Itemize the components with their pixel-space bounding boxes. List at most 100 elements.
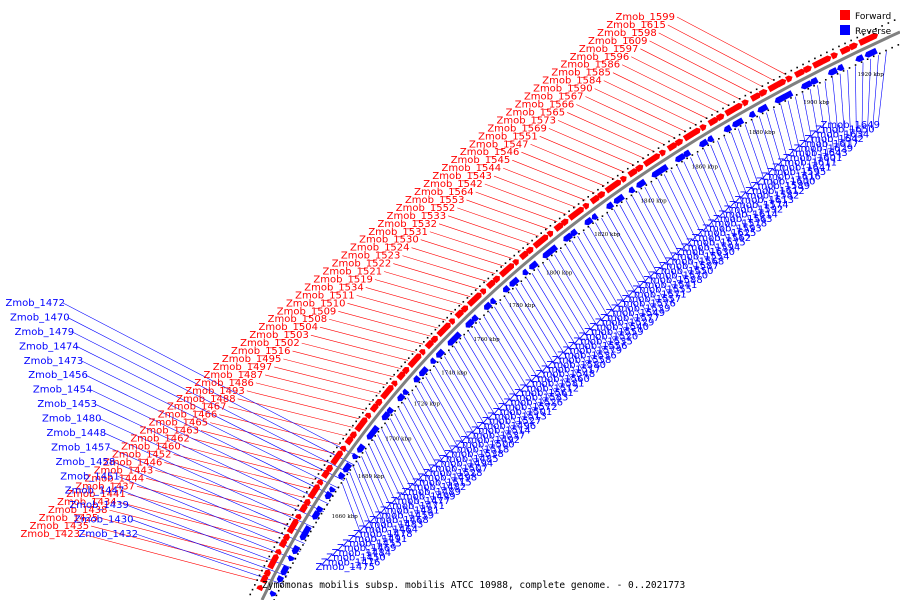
feature-tick bbox=[309, 530, 312, 533]
feature-tick bbox=[467, 329, 469, 332]
reverse-gene-feature bbox=[386, 406, 395, 414]
reverse-gene-label: Zmob_1489 bbox=[401, 487, 461, 498]
reverse-leader-line bbox=[758, 116, 787, 206]
forward-leader-line bbox=[274, 366, 380, 394]
reverse-leader-line bbox=[71, 331, 350, 474]
reverse-leader-line bbox=[730, 132, 766, 224]
reverse-leader-line bbox=[802, 92, 820, 177]
reverse-gene-feature bbox=[699, 138, 709, 148]
reverse-gene-label: Zmob_1527 bbox=[482, 416, 542, 427]
forward-gene-label: Zmob_1586 bbox=[561, 60, 621, 71]
feature-tick bbox=[881, 25, 883, 27]
forward-leader-line bbox=[356, 295, 447, 321]
feature-tick bbox=[251, 588, 254, 591]
reverse-leader-line bbox=[108, 447, 310, 536]
reverse-gene-feature bbox=[509, 276, 520, 287]
forward-gene-feature bbox=[574, 206, 584, 216]
forward-gene-feature bbox=[582, 202, 590, 210]
forward-leader-line bbox=[448, 215, 531, 244]
feature-tick bbox=[389, 378, 392, 380]
forward-gene-feature bbox=[732, 102, 743, 112]
feature-tick bbox=[668, 140, 670, 143]
reverse-leader-line bbox=[638, 191, 691, 290]
scale-tick-label: 1740 kbp bbox=[441, 371, 468, 377]
scale-tick-label: 1820 kbp bbox=[594, 232, 621, 238]
feature-tick bbox=[364, 447, 367, 450]
reverse-leader-line bbox=[402, 402, 454, 497]
feature-tick bbox=[868, 30, 871, 33]
forward-leader-line bbox=[255, 382, 367, 411]
forward-gene-feature bbox=[454, 309, 464, 319]
reverse-leader-line bbox=[103, 432, 315, 528]
reverse-leader-line bbox=[478, 321, 540, 422]
forward-leader-line bbox=[338, 311, 431, 337]
reverse-gene-label: Zmob_1528 bbox=[423, 468, 483, 479]
reverse-leader-line bbox=[499, 301, 562, 403]
reverse-gene-feature bbox=[352, 452, 359, 460]
forward-leader-line bbox=[191, 438, 322, 472]
reverse-leader-line bbox=[559, 249, 621, 351]
reverse-leader-line bbox=[696, 153, 739, 248]
feature-tick bbox=[694, 123, 697, 126]
feature-tick bbox=[635, 191, 638, 193]
reverse-leader-line bbox=[625, 200, 680, 300]
feature-tick bbox=[422, 377, 424, 380]
feature-tick bbox=[379, 390, 381, 393]
forward-leader-line bbox=[182, 446, 316, 481]
reverse-gene-label: Zmob_1580 bbox=[546, 360, 606, 371]
feature-tick bbox=[331, 495, 334, 497]
reverse-gene-label: Zmob_1479 bbox=[15, 327, 75, 338]
forward-leader-line bbox=[200, 430, 328, 463]
feature-tick bbox=[339, 442, 341, 444]
feature-tick bbox=[451, 345, 454, 348]
feature-tick bbox=[396, 369, 399, 372]
feature-tick bbox=[756, 115, 758, 118]
feature-tick bbox=[294, 509, 297, 511]
reverse-leader-line bbox=[690, 157, 734, 253]
reverse-gene-label: Zmob_1556 bbox=[568, 341, 628, 352]
forward-gene-label: Zmob_1463 bbox=[139, 426, 199, 437]
forward-gene-feature bbox=[758, 89, 768, 97]
forward-gene-label: Zmob_1488 bbox=[176, 394, 236, 405]
feature-tick bbox=[426, 336, 429, 339]
forward-gene-feature bbox=[821, 55, 832, 64]
reverse-gene-feature bbox=[276, 575, 285, 583]
reverse-leader-line bbox=[877, 51, 887, 126]
forward-leader-line bbox=[631, 56, 730, 107]
forward-leader-line bbox=[136, 485, 289, 526]
reverse-leader-line bbox=[85, 374, 334, 497]
feature-tick bbox=[499, 299, 502, 301]
feature-tick bbox=[582, 229, 585, 232]
feature-tick bbox=[814, 57, 816, 60]
forward-gene-label: Zmob_1552 bbox=[396, 203, 456, 214]
feature-tick bbox=[587, 225, 590, 228]
reverse-gene-feature bbox=[435, 348, 446, 358]
forward-gene-label: Zmob_1495 bbox=[222, 354, 282, 365]
forward-gene-feature bbox=[344, 436, 354, 446]
feature-tick bbox=[542, 261, 544, 264]
reverse-leader-line bbox=[494, 306, 556, 408]
reverse-gene-label: Zmob_1496 bbox=[477, 421, 537, 432]
reverse-leader-line bbox=[483, 316, 546, 417]
forward-gene-feature bbox=[776, 78, 787, 88]
feature-tick bbox=[587, 196, 590, 198]
reverse-gene-feature bbox=[413, 375, 421, 383]
feature-tick bbox=[546, 258, 549, 260]
feature-tick bbox=[696, 150, 699, 153]
feature-tick bbox=[500, 266, 502, 268]
reverse-leader-line bbox=[67, 317, 355, 466]
reverse-gene-label: Zmob_1468 bbox=[369, 515, 429, 526]
forward-gene-label: Zmob_1599 bbox=[615, 12, 675, 23]
feature-tick bbox=[790, 69, 793, 72]
reverse-leader-line bbox=[122, 490, 297, 561]
feature-tick bbox=[268, 555, 271, 558]
reverse-gene-feature bbox=[757, 103, 769, 113]
feature-tick bbox=[819, 81, 821, 84]
reverse-leader-line bbox=[381, 429, 427, 521]
reverse-gene-label: Zmob_1450 bbox=[326, 553, 386, 564]
forward-gene-feature bbox=[642, 156, 655, 168]
reverse-gene-label: Zmob_1650 bbox=[815, 125, 875, 136]
reverse-gene-label: Zmob_1480 bbox=[42, 414, 102, 425]
reverse-leader-line bbox=[703, 148, 744, 243]
reverse-gene-feature bbox=[628, 186, 636, 194]
